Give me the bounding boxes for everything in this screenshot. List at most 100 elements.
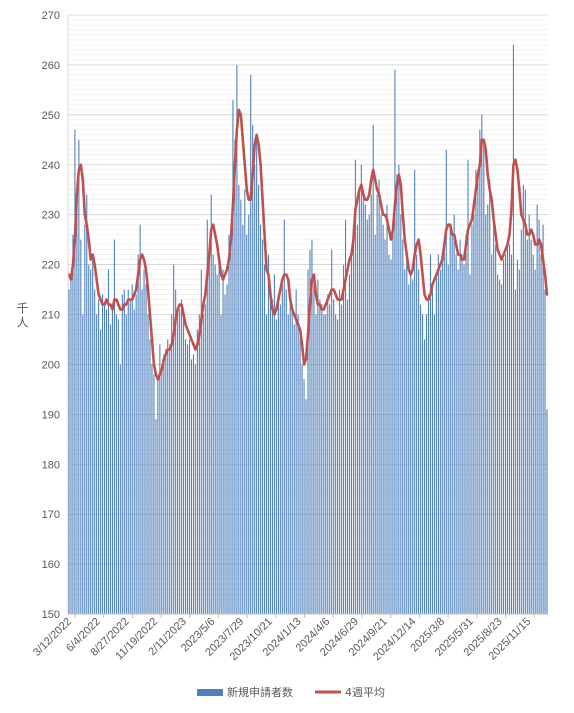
- bar: [216, 274, 218, 614]
- bar: [273, 274, 275, 614]
- legend-line-label: 4週平均: [345, 686, 385, 699]
- bar: [167, 339, 169, 614]
- bar: [504, 254, 507, 614]
- bar: [319, 299, 321, 614]
- bar: [412, 279, 414, 614]
- bar: [378, 179, 380, 615]
- bar: [109, 324, 112, 614]
- bar: [295, 289, 297, 614]
- legend-bar-label: 新規申請者数: [227, 685, 293, 699]
- bar: [495, 244, 497, 614]
- bar: [70, 274, 72, 614]
- bar: [117, 319, 119, 614]
- bar: [465, 234, 467, 614]
- bar: [218, 259, 220, 614]
- bar: [481, 114, 483, 614]
- bar: [141, 289, 143, 614]
- bar: [244, 189, 246, 614]
- bar: [212, 254, 214, 614]
- bar: [536, 204, 538, 614]
- bar: [171, 314, 173, 614]
- average-line: [67, 108, 549, 381]
- bar: [190, 359, 192, 614]
- bar: [279, 304, 281, 614]
- bar: [177, 314, 179, 614]
- bar: [194, 364, 196, 614]
- bar: [127, 289, 129, 614]
- bar: [313, 284, 315, 614]
- bar: [435, 274, 437, 614]
- bar: [422, 314, 424, 614]
- y-axis-title: 千人: [15, 302, 29, 330]
- bar: [540, 254, 542, 614]
- bar: [331, 249, 333, 615]
- bar: [406, 259, 408, 614]
- bar: [246, 234, 248, 614]
- bar: [532, 254, 534, 614]
- bar: [491, 254, 493, 614]
- y-tick-label: 240: [42, 160, 60, 172]
- y-tick-label: 180: [42, 459, 60, 471]
- bar: [467, 159, 469, 614]
- bar: [514, 289, 516, 614]
- bar: [400, 214, 402, 615]
- bar: [341, 304, 343, 614]
- bar: [441, 259, 443, 614]
- bar: [153, 374, 155, 614]
- bar: [184, 339, 187, 614]
- bar: [346, 299, 349, 614]
- bar: [358, 189, 360, 614]
- y-tick-label: 220: [42, 260, 60, 272]
- bar: [372, 124, 374, 614]
- bar: [297, 314, 299, 614]
- bar: [414, 169, 416, 615]
- bar: [111, 309, 113, 614]
- bar: [402, 239, 404, 615]
- bar: [337, 319, 339, 614]
- x-tick-label: 3/12/2022: [31, 616, 74, 659]
- bar: [544, 289, 546, 614]
- bar: [204, 304, 206, 614]
- y-tick-label: 190: [42, 409, 60, 421]
- bar: [258, 184, 260, 614]
- bar: [68, 289, 70, 614]
- bar: [449, 224, 451, 614]
- bar: [133, 309, 135, 614]
- bar: [277, 294, 279, 614]
- bar: [506, 239, 509, 615]
- bar: [226, 284, 228, 614]
- bar: [242, 224, 244, 614]
- bar: [222, 269, 224, 614]
- bar: [82, 314, 84, 614]
- bar: [228, 234, 230, 614]
- bar: [76, 199, 78, 614]
- bar: [104, 304, 106, 614]
- bar: [200, 269, 202, 614]
- bar: [431, 284, 433, 614]
- bar: [169, 344, 171, 614]
- bar: [115, 314, 117, 614]
- bar: [139, 224, 141, 614]
- bar: [315, 314, 317, 614]
- bar: [307, 269, 309, 614]
- bar: [94, 289, 96, 614]
- bar: [392, 224, 394, 614]
- bar: [72, 234, 74, 614]
- bar: [131, 284, 133, 614]
- bar: [424, 339, 426, 614]
- bar: [510, 254, 512, 614]
- bar: [477, 179, 479, 615]
- bar: [534, 269, 536, 614]
- bar: [394, 69, 396, 614]
- bar: [90, 269, 92, 614]
- bar: [105, 309, 108, 614]
- bar: [107, 269, 110, 614]
- bar: [159, 344, 161, 614]
- bar: [333, 299, 335, 614]
- bar: [161, 369, 163, 614]
- y-tick-label: 270: [42, 10, 60, 22]
- bar: [232, 99, 234, 615]
- bar: [260, 224, 262, 614]
- bar: [335, 314, 337, 614]
- bar: [309, 249, 311, 615]
